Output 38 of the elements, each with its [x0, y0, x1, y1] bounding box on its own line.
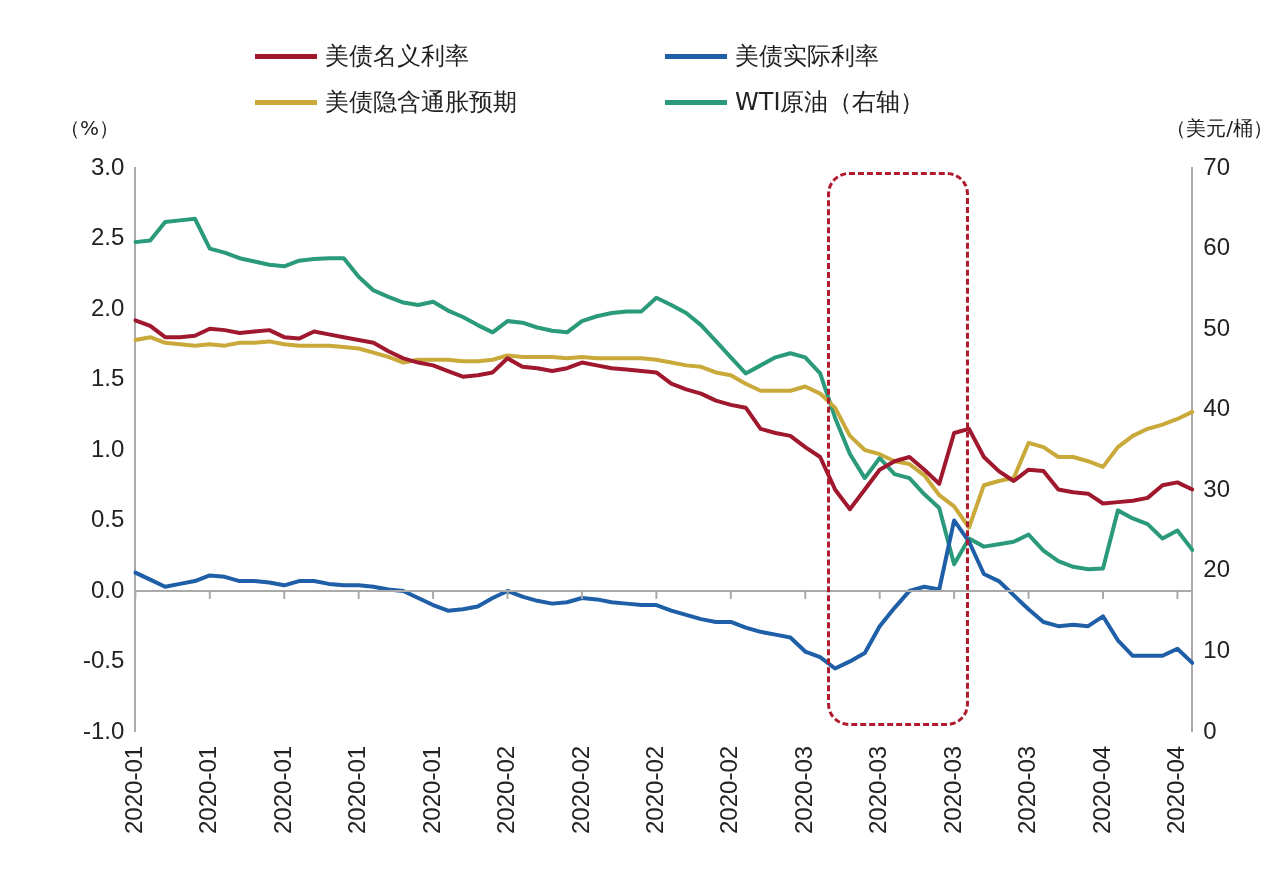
x-tick-label: 2020-02: [641, 745, 669, 834]
x-tick-label: 2020-02: [492, 745, 520, 834]
legend-label: 美债隐含通胀预期: [325, 87, 517, 118]
x-tick-label: 2020-03: [938, 745, 966, 834]
x-tick-label: 2020-03: [789, 745, 817, 834]
y2-tick-label: 10: [1203, 635, 1231, 663]
x-tick-label: 2020-01: [194, 745, 222, 834]
y-tick-label: 3.0: [90, 152, 125, 180]
y2-tick-label: 50: [1203, 313, 1231, 341]
x-tick-label: 2020-01: [268, 745, 296, 834]
y-axis-title: （%）: [60, 115, 120, 142]
x-tick-label: 2020-02: [566, 745, 594, 834]
x-tick-label: 2020-01: [119, 745, 147, 834]
legend-label: 美债实际利率: [735, 41, 879, 72]
x-tick-label: 2020-03: [1013, 745, 1041, 834]
y-tick-label: -1.0: [83, 716, 125, 744]
x-tick-label: 2020-01: [343, 745, 371, 834]
legend-label: 美债名义利率: [325, 41, 469, 72]
y-tick-label: 1.5: [90, 364, 125, 392]
x-tick-label: 2020-01: [417, 745, 445, 834]
y2-tick-label: 30: [1203, 474, 1231, 502]
y2-tick-label: 70: [1203, 152, 1231, 180]
y2-tick-label: 0: [1203, 716, 1217, 744]
y2-tick-label: 20: [1203, 555, 1231, 583]
x-tick-label: 2020-04: [1162, 745, 1190, 834]
y-tick-label: 1.0: [90, 434, 125, 462]
y-tick-label: 0.5: [90, 505, 125, 533]
y-tick-label: 2.0: [90, 293, 125, 321]
x-tick-label: 2020-04: [1087, 745, 1115, 834]
y-tick-label: -0.5: [83, 646, 125, 674]
x-tick-label: 2020-02: [715, 745, 743, 834]
legend-label: WTI原油（右轴）: [735, 87, 925, 118]
y2-axis-title: （美元/桶）: [1166, 115, 1273, 142]
y-tick-label: 2.5: [90, 223, 125, 251]
y2-tick-label: 60: [1203, 233, 1231, 261]
y2-tick-label: 40: [1203, 394, 1231, 422]
x-tick-label: 2020-03: [864, 745, 892, 834]
y-tick-label: 0.0: [90, 575, 125, 603]
